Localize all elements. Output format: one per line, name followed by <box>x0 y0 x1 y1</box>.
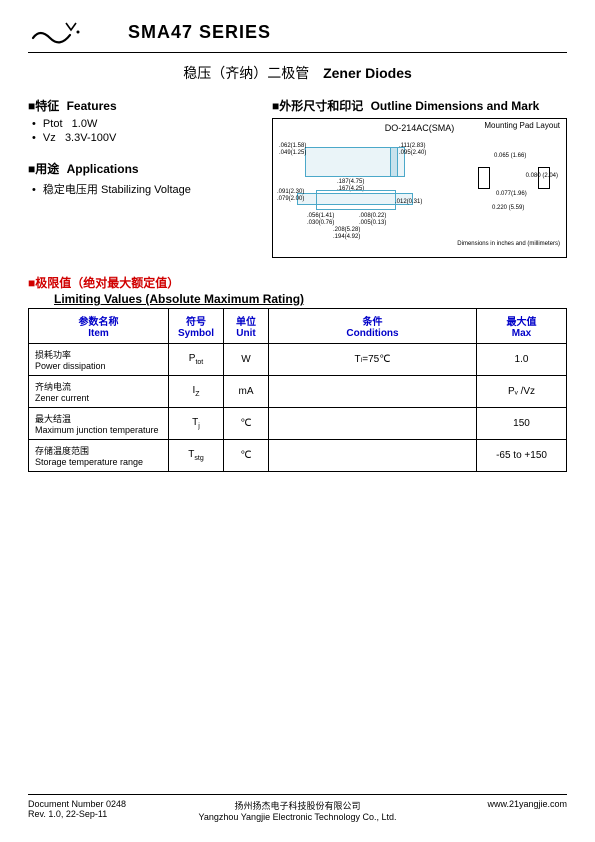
document-number: Document Number 0248 <box>28 799 178 809</box>
subtitle: 稳压（齐纳）二极管 Zener Diodes <box>28 63 567 83</box>
limits-heading-en: Limiting Values (Absolute Maximum Rating… <box>54 292 567 306</box>
table-header-row: 参数名称Item 符号Symbol 单位Unit 条件Conditions 最大… <box>29 309 567 344</box>
limits-table: 参数名称Item 符号Symbol 单位Unit 条件Conditions 最大… <box>28 308 567 472</box>
page-header: SMA47 SERIES <box>28 20 567 53</box>
company-name-cn: 扬州扬杰电子科技股份有限公司 <box>178 799 417 812</box>
outline-heading: ■外形尺寸和印记 Outline Dimensions and Mark <box>272 97 567 114</box>
company-name-en: Yangzhou Yangjie Electronic Technology C… <box>178 812 417 822</box>
outline-drawing: DO-214AC(SMA) Mounting Pad Layout .062(1… <box>272 118 567 258</box>
company-url: www.21yangjie.com <box>417 799 567 809</box>
dimension-note: Dimensions in inches and (millimeters) <box>457 241 560 247</box>
applications-list: 稳定电压用 Stabilizing Voltage <box>28 181 258 197</box>
package-top-view <box>305 147 405 177</box>
pad-layout-label: Mounting Pad Layout <box>484 121 560 130</box>
table-row: 存储温度范围Storage temperature rangeTstg℃-65 … <box>29 440 567 472</box>
subtitle-cn: 稳压（齐纳）二极管 <box>183 65 309 81</box>
table-row: 最大结温Maximum junction temperatureTj℃150 <box>29 408 567 440</box>
application-item: 稳定电压用 Stabilizing Voltage <box>32 181 258 197</box>
mounting-pads: 0.065 (1.66) 0.080 (2.04) 0.077(1.96) 0.… <box>474 159 554 219</box>
features-list: Ptot 1.0W Vz 3.3V-100V <box>28 118 258 144</box>
subtitle-en: Zener Diodes <box>323 65 412 81</box>
page-footer: Document Number 0248 Rev. 1.0, 22-Sep-11… <box>28 794 567 822</box>
table-row: 齐纳电流Zener currentIZmAPᵥ /Vz <box>29 376 567 408</box>
features-heading: ■特征 Features <box>28 97 258 114</box>
series-title: SMA47 SERIES <box>128 22 271 43</box>
company-logo-icon <box>28 20 88 50</box>
applications-heading: ■用途 Applications <box>28 160 258 177</box>
feature-item: Ptot 1.0W <box>32 118 258 130</box>
table-row: 损耗功率Power dissipationPtotWTₗ=75℃1.0 <box>29 344 567 376</box>
limits-heading-cn: ■极限值（绝对最大额定值） <box>28 274 567 291</box>
feature-item: Vz 3.3V-100V <box>32 132 258 144</box>
revision: Rev. 1.0, 22-Sep-11 <box>28 809 178 819</box>
